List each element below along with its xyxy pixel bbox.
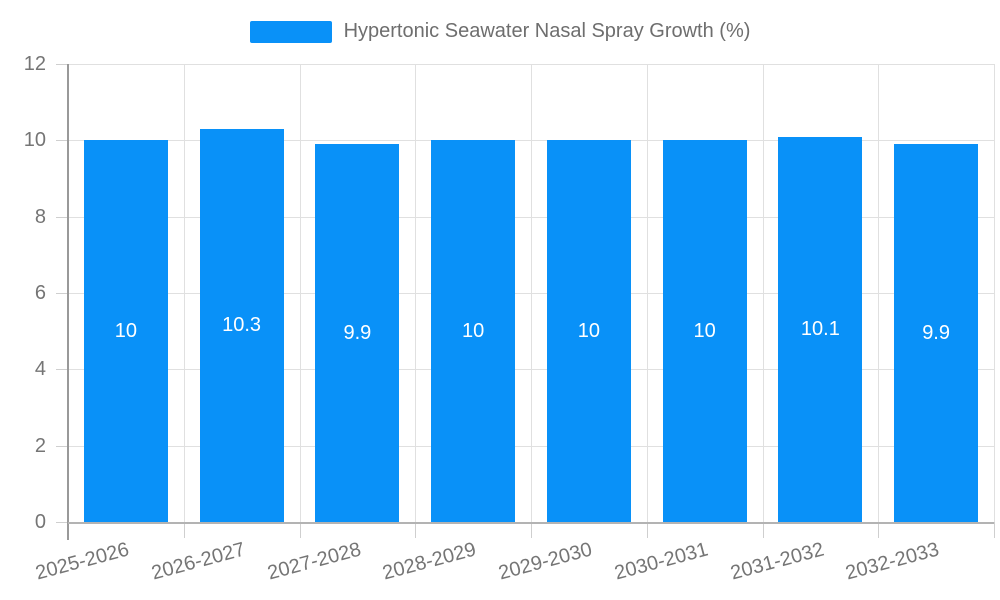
bar-value-label: 10 bbox=[461, 320, 485, 343]
x-gridline bbox=[878, 64, 879, 522]
y-axis-tick bbox=[56, 293, 68, 294]
bar-value-label: 10 bbox=[114, 320, 138, 343]
y-axis-tick-label: 2 bbox=[34, 435, 46, 457]
x-gridline bbox=[300, 64, 301, 522]
y-axis-tick-label: 10 bbox=[23, 129, 46, 151]
y-axis-tick-label: 0 bbox=[34, 511, 46, 533]
x-axis-tick bbox=[184, 522, 185, 538]
x-gridline bbox=[647, 64, 648, 522]
y-axis-tick bbox=[56, 446, 68, 447]
y-axis-tick bbox=[56, 140, 68, 141]
bar-value-label: 10 bbox=[577, 320, 601, 343]
x-axis-tick bbox=[300, 522, 301, 538]
x-axis-tick-label: 2027-2028 bbox=[265, 538, 364, 585]
x-gridline bbox=[763, 64, 764, 522]
x-axis-tick-label: 2026-2027 bbox=[149, 538, 248, 585]
bar: 10 bbox=[431, 140, 516, 522]
x-axis-tick bbox=[994, 522, 995, 538]
legend[interactable]: Hypertonic Seawater Nasal Spray Growth (… bbox=[0, 20, 1000, 43]
bar: 10 bbox=[546, 140, 631, 522]
y-axis-tick-label: 4 bbox=[34, 358, 46, 380]
bar-value-label: 9.9 bbox=[343, 322, 372, 345]
x-axis-tick-label: 2031-2032 bbox=[728, 538, 827, 585]
x-gridline bbox=[994, 64, 995, 522]
x-axis-tick-label: 2032-2033 bbox=[843, 538, 942, 585]
y-axis-tick bbox=[56, 522, 68, 523]
y-axis-tick-label: 6 bbox=[34, 282, 46, 304]
bar: 10 bbox=[83, 140, 168, 522]
bar: 10.3 bbox=[199, 128, 284, 522]
y-axis-line bbox=[67, 64, 69, 540]
x-axis-tick bbox=[763, 522, 764, 538]
y-axis-tick bbox=[56, 217, 68, 218]
bar: 10.1 bbox=[778, 136, 863, 522]
y-axis-tick bbox=[56, 369, 68, 370]
x-axis-tick-label: 2029-2030 bbox=[496, 538, 595, 585]
bar: 10 bbox=[662, 140, 747, 522]
y-axis-tick bbox=[56, 64, 68, 65]
x-gridline bbox=[184, 64, 185, 522]
x-axis-tick bbox=[647, 522, 648, 538]
x-axis-tick bbox=[531, 522, 532, 538]
x-gridline bbox=[415, 64, 416, 522]
x-axis-tick bbox=[415, 522, 416, 538]
x-axis-tick bbox=[878, 522, 879, 538]
legend-swatch[interactable] bbox=[249, 20, 332, 43]
bar-value-label: 10.1 bbox=[800, 318, 840, 341]
x-axis-tick-label: 2028-2029 bbox=[380, 538, 479, 585]
y-axis-tick-label: 8 bbox=[34, 206, 46, 228]
bar: 9.9 bbox=[315, 144, 400, 522]
legend-label[interactable]: Hypertonic Seawater Nasal Spray Growth (… bbox=[343, 20, 751, 42]
bar-value-label: 10 bbox=[693, 320, 716, 343]
y-axis-tick-label: 12 bbox=[23, 53, 46, 75]
x-axis-tick-label: 2030-2031 bbox=[612, 538, 711, 585]
x-axis-line bbox=[68, 522, 994, 524]
bar-value-label: 9.9 bbox=[922, 322, 950, 345]
x-gridline bbox=[531, 64, 532, 522]
x-axis-tick-label: 2025-2026 bbox=[33, 538, 132, 585]
bar: 9.9 bbox=[894, 144, 979, 522]
bar-value-label: 10.3 bbox=[222, 314, 262, 337]
